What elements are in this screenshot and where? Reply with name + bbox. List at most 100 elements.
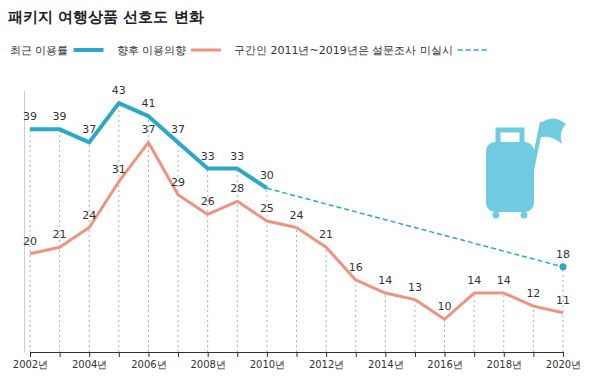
data-label: 24 [82,209,96,222]
data-label: 37 [171,123,185,136]
x-tick: 2002년 [13,352,48,370]
legend-item: 구간인 2011년~2019년은 설문조사 미실시 [234,44,488,57]
x-tick-mark [267,352,268,357]
data-label: 16 [349,261,363,274]
legend-swatch [458,49,488,51]
data-label: 29 [171,176,185,189]
x-tick: 2006년 [131,352,166,370]
data-label: 41 [141,97,155,110]
x-tick-mark [533,352,534,357]
suitcase-icon [486,118,566,218]
grid-line [148,116,149,352]
trend-dashed-line [267,188,563,267]
data-label: 28 [230,182,244,195]
suitcase-wheel [521,212,528,219]
x-tick-label: 2020년 [546,359,581,370]
data-label: 25 [260,202,274,215]
x-tick: 2010년 [250,352,285,370]
x-tick-mark [326,352,327,357]
grid-line [118,103,119,352]
x-tick-mark [445,352,446,357]
data-label: 43 [112,84,126,97]
data-label: 37 [141,123,155,136]
grid-line [89,142,90,352]
suitcase-handle [498,130,522,142]
flag-pole [532,122,542,170]
x-tick [474,352,475,357]
data-label: 31 [112,163,126,176]
suitcase-wheel [493,212,500,219]
x-tick-mark [385,352,386,357]
legend-swatch [191,49,221,52]
grid [30,103,563,352]
data-label: 21 [319,228,333,241]
data-labels: 3939374341373333301820212431372926282524… [23,84,570,313]
data-label: 14 [467,274,481,287]
x-tick [415,352,416,357]
x-tick [297,352,298,357]
x-tick [533,352,534,357]
grid-line [355,280,356,352]
y-axis-line [24,91,25,353]
legend-item: 최근 이용률 [10,44,104,57]
x-tick-mark [563,352,564,357]
x-tick-label: 2012년 [309,359,344,370]
data-label: 21 [53,228,67,241]
x-tick: 2020년 [546,352,581,370]
x-tick-mark [178,352,179,357]
data-label: 33 [201,150,215,163]
chart: 패키지 여행상품 선호도 변화최근 이용률 향후 이용의향 구간인 2011년~20… [0,0,596,390]
x-tick [178,352,179,357]
x-tick: 2014년 [368,352,403,370]
data-label: 39 [53,110,67,123]
x-axis: 2002년 2004년 2006년 2008년 2010년 2012년 2014년 2016년… [13,352,581,370]
x-tick [237,352,238,357]
grid-line [414,300,415,352]
x-tick: 2016년 [427,352,462,370]
x-tick-label: 2004년 [72,359,107,370]
data-label: 26 [201,195,215,208]
data-label: 10 [438,300,452,313]
data-label: 18 [556,248,570,261]
series-line [30,142,563,319]
data-label: 33 [230,150,244,163]
grid-line [503,293,504,352]
data-label: 30 [260,169,274,182]
legend: 최근 이용률 향후 이용의향 구간인 2011년~2019년은 설문조사 미실시 [10,44,488,57]
x-tick-mark [356,352,357,357]
x-tick-mark [30,352,31,357]
title: 패키지 여행상품 선호도 변화 [8,8,204,26]
x-tick: 2004년 [72,352,107,370]
legend-swatch [74,48,104,52]
x-tick-mark [208,352,209,357]
data-label: 13 [408,281,422,294]
marks [30,103,567,319]
grid-line [474,293,475,352]
x-tick-label: 2010년 [250,359,285,370]
grid-line [178,142,179,352]
data-label: 12 [526,287,540,300]
grid-line [385,293,386,352]
x-tick [60,352,61,357]
data-label: 20 [23,235,37,248]
x-tick-label: 2018년 [487,359,522,370]
x-tick-mark [474,352,475,357]
x-tick-label: 2008년 [190,359,225,370]
data-label: 11 [556,294,570,307]
x-tick: 2008년 [190,352,225,370]
x-tick-mark [119,352,120,357]
flag [539,118,566,144]
legend-label: 최근 이용률 [10,44,69,57]
grid-line [444,319,445,352]
x-tick-label: 2002년 [13,359,48,370]
data-label: 14 [497,274,511,287]
grid-line [533,306,534,352]
legend-item: 향후 이용의향 [117,44,222,57]
x-tick-label: 2014년 [368,359,403,370]
x-tick-mark [89,352,90,357]
data-label: 14 [378,274,392,287]
grid-line [296,228,297,352]
x-tick-mark [60,352,61,357]
suitcase-body [486,142,534,212]
legend-label: 구간인 2011년~2019년은 설문조사 미실시 [234,44,453,57]
